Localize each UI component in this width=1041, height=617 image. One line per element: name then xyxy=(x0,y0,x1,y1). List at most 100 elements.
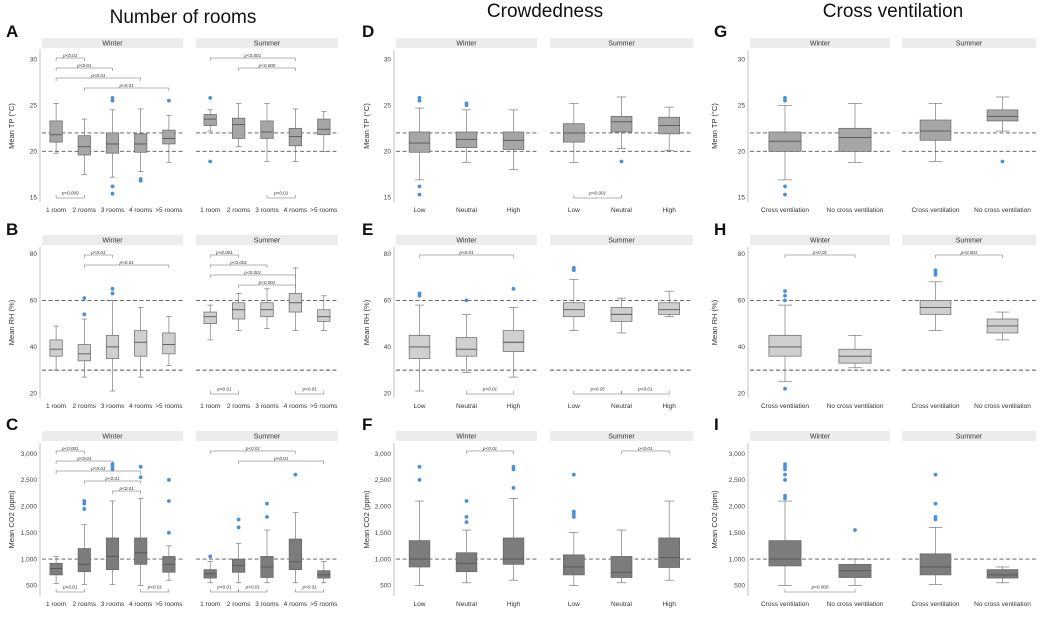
y-tick-label: 15 xyxy=(384,195,392,202)
panel-f: Mean CO2 (ppm) 500 1,000 1,500 2,000 2,500 3,0… xyxy=(362,431,693,608)
y-tick-label: 15 xyxy=(30,195,38,202)
facet-summer: Summer 1 room 2 rooms 3 rooms 4 rooms >5 room… xyxy=(196,431,338,608)
x-category-label: 1 room xyxy=(200,601,220,608)
outlier-point xyxy=(417,293,422,298)
box-2 xyxy=(502,286,525,378)
outlier-point xyxy=(236,525,241,530)
box-0 xyxy=(49,556,63,584)
box-0 xyxy=(768,462,802,586)
y-axis-label: Mean TP (°C) xyxy=(710,103,719,149)
x-category-label: 4 rooms xyxy=(129,207,153,214)
box-iqr xyxy=(260,120,274,139)
section-title-cross-ventilation: Cross ventilation xyxy=(823,1,963,22)
outlier-point xyxy=(293,472,298,477)
significance-bracket xyxy=(55,57,85,61)
box-1 xyxy=(455,298,478,373)
facet-strip xyxy=(196,235,338,245)
box-2 xyxy=(260,103,274,162)
significance-label: p<0.01 xyxy=(216,585,232,590)
y-tick-label: 80 xyxy=(738,251,746,258)
facet-strip xyxy=(550,235,693,245)
facet-strip xyxy=(42,235,183,245)
x-category-label: High xyxy=(662,601,676,608)
box-3 xyxy=(134,307,148,378)
y-axis-label: Mean RH (%) xyxy=(710,299,719,345)
x-category-label: Cross ventilation xyxy=(911,207,959,214)
box-1 xyxy=(986,96,1019,164)
outlier-point xyxy=(417,464,422,469)
outlier-point xyxy=(511,467,516,472)
y-tick-label: 15 xyxy=(738,195,746,202)
box-iqr xyxy=(49,120,63,143)
significance-bracket xyxy=(55,67,113,71)
facet-strip xyxy=(550,431,693,441)
box-4 xyxy=(162,478,176,581)
box-iqr xyxy=(455,552,478,573)
facet-strip-label: Summer xyxy=(608,41,635,48)
significance-bracket xyxy=(466,391,514,395)
facet-winter: Winter 1 room 2 rooms 3 rooms 4 rooms >5 room… xyxy=(42,235,183,410)
significance-label: p<0.01 xyxy=(302,585,318,590)
x-category-label: Cross ventilation xyxy=(911,601,959,608)
outlier-point xyxy=(167,530,171,535)
significance-label: p<0.01 xyxy=(147,585,163,590)
panel-h: Mean RH (%) 20 40 60 80 Winter Cross ventilati… xyxy=(710,235,1036,410)
x-category-label: Neutral xyxy=(611,403,633,410)
box-iqr xyxy=(768,334,802,357)
box-iqr xyxy=(768,540,802,567)
significance-label: p<0.01 xyxy=(482,446,498,451)
x-category-label: 2 rooms xyxy=(73,403,97,410)
box-iqr xyxy=(288,127,302,147)
panel-i: Mean CO2 (ppm) 500 1,000 1,500 2,000 2,500 3,0… xyxy=(710,431,1036,608)
outlier-point xyxy=(571,472,576,477)
facet-winter: Winter Cross ventilation No cross ventilat… xyxy=(750,235,890,410)
box-1 xyxy=(610,529,633,584)
box-0 xyxy=(562,472,585,586)
x-category-label: High xyxy=(507,601,521,608)
box-4 xyxy=(317,295,331,331)
outlier-point xyxy=(110,291,115,296)
box-2 xyxy=(260,288,274,329)
y-axis-label: Mean TP (°C) xyxy=(7,103,16,149)
significance-bracket xyxy=(573,195,622,199)
outlier-point xyxy=(783,386,787,391)
y-tick-label: 2,000 xyxy=(375,504,392,511)
facet-summer: Summer 1 room 2 rooms 3 rooms 4 rooms >5 room… xyxy=(196,235,338,410)
facet-strip xyxy=(196,431,338,441)
facet-strip-label: Winter xyxy=(456,238,477,245)
x-category-label: 4 rooms xyxy=(284,601,308,608)
x-category-label: Cross ventilation xyxy=(761,403,809,410)
significance-bracket xyxy=(266,195,296,199)
x-category-label: 3 rooms xyxy=(101,403,125,410)
outlier-point xyxy=(82,312,87,317)
significance-label: p<0.01 xyxy=(273,456,289,461)
outlier-point xyxy=(783,289,787,294)
outlier-point xyxy=(208,554,213,559)
box-iqr xyxy=(317,570,331,579)
significance-bracket xyxy=(84,480,141,484)
y-tick-label: 60 xyxy=(738,298,746,305)
facet-summer: Summer Cross ventilation No cross ventilat… xyxy=(902,431,1036,608)
x-category-label: Cross ventilation xyxy=(761,601,809,608)
outlier-point xyxy=(110,191,115,196)
y-tick-label: 500 xyxy=(380,583,391,590)
facet-winter: Winter Low Neutral High xyxy=(396,38,537,214)
outlier-point xyxy=(167,499,171,503)
box-iqr xyxy=(986,569,1019,579)
box-3 xyxy=(134,464,148,586)
outlier-point xyxy=(783,298,787,303)
box-iqr xyxy=(610,556,633,578)
box-iqr xyxy=(919,553,952,576)
facet-strip-label: Winter xyxy=(456,41,477,48)
significance-label: p<0.001 xyxy=(243,53,261,58)
y-tick-label: 25 xyxy=(384,102,392,109)
y-tick-label: 3,000 xyxy=(729,451,746,458)
outlier-point xyxy=(783,293,787,298)
significance-label: p<0.001 xyxy=(243,270,261,275)
facet-summer: Summer 1 room 2 rooms 3 rooms 4 rooms >5 room… xyxy=(196,38,338,214)
box-2 xyxy=(502,464,525,581)
outlier-point xyxy=(265,514,269,519)
significance-bracket xyxy=(621,450,670,454)
outlier-point xyxy=(265,501,269,506)
x-category-label: 3 rooms xyxy=(255,601,279,608)
